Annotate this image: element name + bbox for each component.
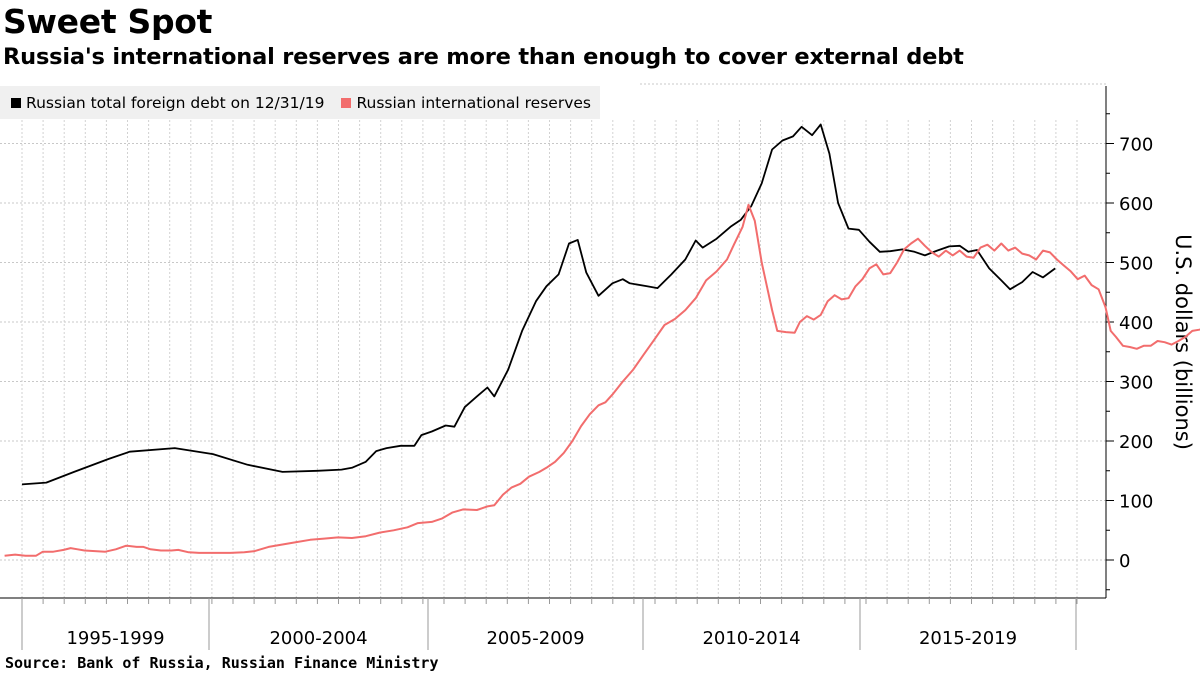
y-tick-label-0: 0 — [1119, 551, 1130, 572]
series-line-foreign-debt — [21, 123, 1056, 486]
legend-item-foreign-debt: Russian total foreign debt on 12/31/19 — [11, 94, 324, 112]
chart-title: Sweet Spot — [3, 2, 213, 41]
y-tick-label-200: 200 — [1119, 432, 1153, 453]
chart-subtitle: Russia's international reserves are more… — [3, 44, 964, 70]
y-tick-label-600: 600 — [1119, 194, 1153, 215]
x-category-label-3: 2010-2014 — [702, 628, 800, 649]
legend-swatch-foreign-debt — [11, 97, 21, 108]
legend-item-reserves: Russian international reserves — [341, 94, 591, 112]
y-tick-label-500: 500 — [1119, 254, 1153, 275]
y-tick-label-300: 300 — [1119, 373, 1153, 394]
legend-swatch-reserves — [341, 97, 352, 108]
x-category-label-0: 1995-1999 — [66, 628, 164, 649]
source-note: Source: Bank of Russia, Russian Finance … — [5, 654, 439, 672]
legend-label-foreign-debt: Russian total foreign debt on 12/31/19 — [26, 93, 325, 112]
y-tick-label-100: 100 — [1119, 492, 1153, 513]
series-line-reserves — [4, 203, 1200, 557]
x-category-label-4: 2015-2019 — [919, 628, 1017, 649]
x-category-label-1: 2000-2004 — [269, 628, 367, 649]
y-tick-label-700: 700 — [1119, 135, 1153, 156]
x-category-label-2: 2005-2009 — [486, 628, 584, 649]
y-tick-label-400: 400 — [1119, 313, 1153, 334]
legend-label-reserves: Russian international reserves — [356, 93, 591, 112]
legend: Russian total foreign debt on 12/31/19 R… — [0, 86, 600, 119]
